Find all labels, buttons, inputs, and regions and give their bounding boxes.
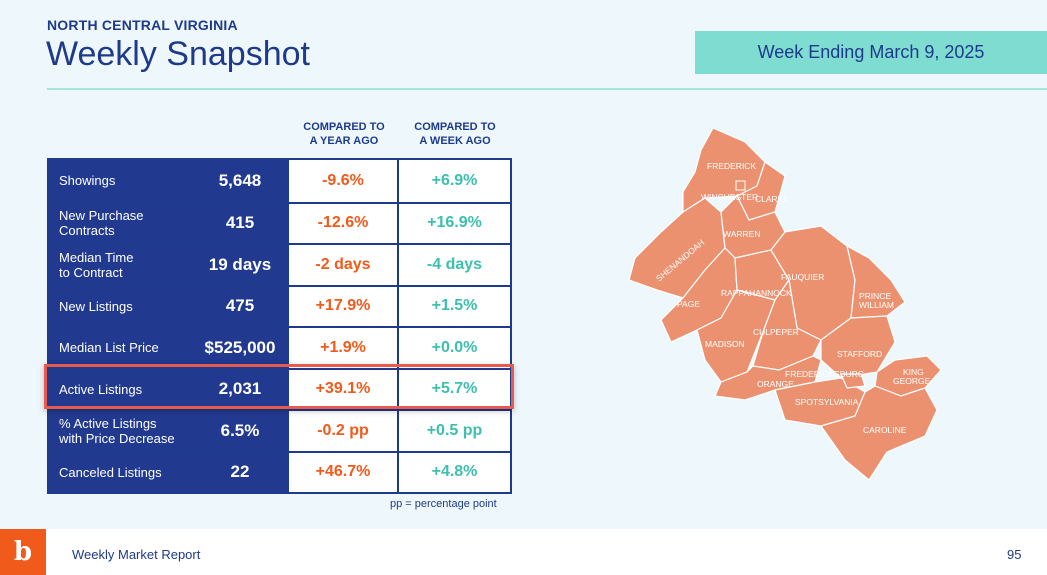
metric-label-line2: with Price Decrease — [59, 430, 175, 446]
metric-label: Median List Price — [49, 328, 193, 368]
change-vs-year: +1.9% — [289, 328, 399, 368]
metric-label-line1: New Purchase — [59, 208, 144, 224]
metric-label: Canceled Listings — [49, 452, 193, 492]
metric-value: 22 — [193, 452, 289, 492]
column-header-year-line1: COMPARED TO — [303, 121, 385, 133]
county-label: MADISON — [705, 339, 745, 349]
metric-value: $525,000 — [193, 328, 289, 368]
header-divider — [47, 88, 1047, 90]
metric-label: Active Listings — [49, 369, 193, 409]
metric-value: 19 days — [193, 245, 289, 285]
county-label: FREDERICKSBURG — [785, 369, 864, 379]
metric-label: % Active Listings with Price Decrease — [49, 411, 193, 451]
metric-label-line1: Canceled Listings — [59, 464, 162, 480]
change-vs-week: +16.9% — [399, 203, 510, 243]
metric-value: 475 — [193, 286, 289, 326]
metric-value: 5,648 — [193, 160, 289, 202]
county-fredericksburg — [840, 373, 866, 389]
county-label: WINCHESTER — [701, 192, 758, 202]
change-vs-week: +4.8% — [399, 452, 510, 492]
metric-label: New Listings — [49, 286, 193, 326]
metric-label: Median Time to Contract — [49, 245, 193, 285]
metric-label-line1: Median List Price — [59, 340, 159, 356]
county-prince-william — [846, 244, 906, 319]
metric-label-line1: Active Listings — [59, 381, 143, 397]
county-label: PRINCE — [859, 291, 891, 301]
footer-bar — [0, 529, 1047, 575]
week-ending-banner: Week Ending March 9, 2025 — [695, 31, 1047, 74]
active-listings-highlight — [44, 364, 514, 409]
change-vs-year: -9.6% — [289, 160, 399, 202]
change-vs-week: +1.5% — [399, 286, 510, 326]
county-label: SPOTSYLVANIA — [795, 397, 859, 407]
column-header-week-line2: A WEEK AGO — [419, 135, 491, 147]
county-label: PAGE — [677, 299, 700, 309]
change-vs-week: +5.7% — [399, 369, 510, 409]
table-row: New Listings 475 +17.9% +1.5% — [49, 284, 510, 326]
county-label: RAPPAHANNOCK — [721, 288, 792, 298]
metric-value: 415 — [193, 203, 289, 243]
change-vs-week: +6.9% — [399, 160, 510, 202]
county-label: FAUQUIER — [781, 272, 824, 282]
county-label: WILLIAM — [859, 300, 894, 310]
table-row: % Active Listings with Price Decrease 6.5… — [49, 409, 510, 451]
metric-label: New Purchase Contracts — [49, 203, 193, 243]
county-label: CULPEPER — [753, 327, 799, 337]
metric-label-line1: New Listings — [59, 298, 133, 314]
county-label: FREDERICK — [707, 161, 756, 171]
metric-label: Showings — [49, 160, 193, 202]
page-title: Weekly Snapshot — [46, 35, 310, 73]
metric-label-line1: % Active Listings — [59, 415, 157, 431]
winchester-city-marker — [735, 180, 746, 191]
change-vs-year: -12.6% — [289, 203, 399, 243]
county-label: CAROLINE — [863, 425, 907, 435]
change-vs-week: -4 days — [399, 245, 510, 285]
metric-label-line1: Median Time — [59, 249, 134, 265]
change-vs-year: +17.9% — [289, 286, 399, 326]
county-label: KING — [903, 367, 924, 377]
county-label: WARREN — [723, 229, 760, 239]
column-header-year-line2: A YEAR AGO — [309, 135, 379, 147]
change-vs-year: +46.7% — [289, 452, 399, 492]
footer-report-title: Weekly Market Report — [72, 547, 201, 562]
county-caroline — [820, 385, 938, 481]
county-label: ORANGE — [757, 379, 794, 389]
county-map: FREDERICK WINCHESTER CLARKE WARREN SHENA… — [628, 127, 942, 481]
table-row: Median List Price $525,000 +1.9% +0.0% — [49, 326, 510, 368]
metric-label-line1: Showings — [59, 173, 116, 189]
change-vs-year: -0.2 pp — [289, 411, 399, 451]
brand-logo: b — [0, 529, 46, 575]
county-shapes — [628, 127, 942, 481]
table-row: New Purchase Contracts 415 -12.6% +16.9% — [49, 201, 510, 243]
region-label: NORTH CENTRAL VIRGINIA — [47, 17, 238, 33]
snapshot-table: Showings 5,648 -9.6% +6.9% New Purchase C… — [47, 158, 512, 494]
county-orange — [714, 355, 822, 401]
metric-label-line2: to Contract — [59, 264, 123, 280]
table-row: Showings 5,648 -9.6% +6.9% — [49, 160, 510, 202]
footnote: pp = percentage point — [390, 498, 497, 510]
column-header-year-ago: COMPARED TO A YEAR AGO — [289, 120, 399, 148]
county-label: GEORGE — [893, 376, 931, 386]
change-vs-week: +0.5 pp — [399, 411, 510, 451]
metric-value: 6.5% — [193, 411, 289, 451]
metric-value: 2,031 — [193, 369, 289, 409]
week-ending-text: Week Ending March 9, 2025 — [757, 42, 985, 62]
metric-label-line2: Contracts — [59, 223, 115, 239]
table-row: Canceled Listings 22 +46.7% +4.8% — [49, 450, 510, 492]
change-vs-year: -2 days — [289, 245, 399, 285]
county-label: CLARKE — [755, 194, 789, 204]
table-row: Median Time to Contract 19 days -2 days -… — [49, 243, 510, 285]
page-number: 95 — [1007, 547, 1022, 562]
change-vs-week: +0.0% — [399, 328, 510, 368]
table-row: Active Listings 2,031 +39.1% +5.7% — [49, 367, 510, 409]
change-vs-year: +39.1% — [289, 369, 399, 409]
column-header-week-ago: COMPARED TO A WEEK AGO — [400, 120, 510, 148]
column-header-week-line1: COMPARED TO — [414, 121, 496, 133]
county-label: STAFFORD — [837, 349, 882, 359]
